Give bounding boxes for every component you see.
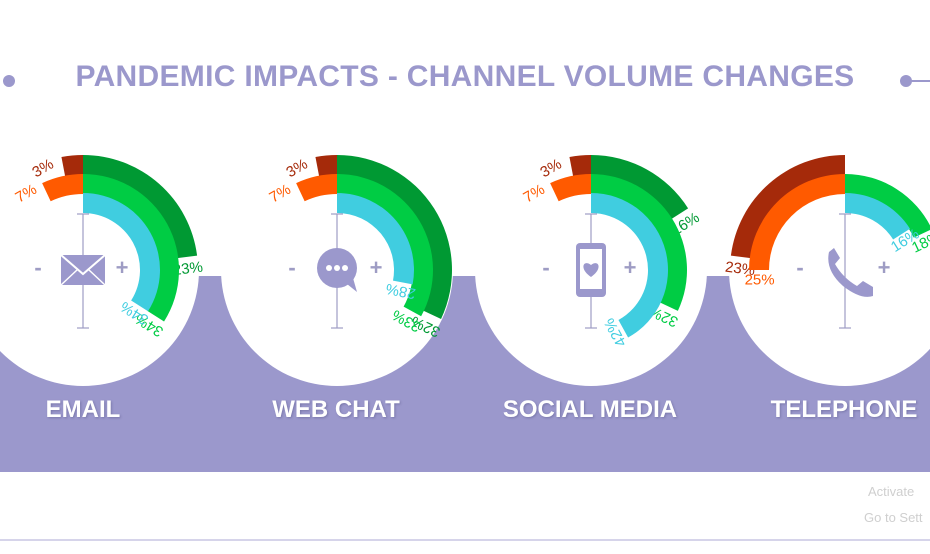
channel-label-email: EMAIL	[45, 396, 121, 423]
channel-label-web-chat: WEB CHAT	[272, 396, 400, 423]
email-increased-slightly-arc	[83, 174, 179, 322]
watermark-line-1: Activate	[868, 484, 915, 499]
email-minus-label: -	[34, 255, 41, 280]
web-chat-plus-label: +	[370, 255, 383, 280]
social-media-no-change-arc	[591, 193, 668, 338]
watermark-line-2: Go to Sett	[864, 510, 923, 525]
channel-label-telephone: TELEPHONE	[770, 396, 918, 423]
envelope-seams	[60, 269, 106, 286]
email-increased-greatly-label: 23%	[172, 259, 204, 280]
channel-label-social-media: SOCIAL MEDIA	[502, 396, 678, 423]
legend-no-change-label: NO CHANGE	[415, 485, 513, 502]
telephone-decreased-greatly-arc	[730, 155, 845, 259]
envelope-body	[61, 255, 105, 285]
social-media-decreased-slightly-arc	[550, 174, 591, 202]
legend-increased-slightly-label: INCREASED SLIGHTLY	[586, 485, 764, 502]
chat-dot-1	[334, 265, 340, 271]
envelope-flap	[60, 254, 106, 276]
web-chat-no-change-label: 28%	[384, 280, 417, 302]
title-ornament-left	[3, 75, 15, 87]
chat-bubble-tail	[347, 278, 357, 292]
email-no-change-arc	[83, 193, 160, 312]
page-title: PANDEMIC IMPACTS - CHANNEL VOLUME CHANGE…	[75, 60, 855, 93]
social-media-increased-greatly-arc	[591, 155, 689, 220]
web-chat-decreased-slightly-arc	[296, 174, 337, 202]
social-media-increased-slightly-arc	[591, 174, 687, 311]
web-chat-no-change-arc	[337, 193, 414, 285]
legend-no-change: NO CHANGE	[360, 476, 568, 512]
email-decreased-slightly-arc	[42, 174, 83, 202]
legend-decreased-slightly: DECREASED SLIGHTLY	[149, 476, 357, 512]
web-chat-minus-label: -	[288, 255, 295, 280]
legend-increased-slightly: INCREASED SLIGHTLY	[571, 476, 779, 512]
legend-decreased-greatly: EASED GREATLY	[0, 476, 146, 512]
email-increased-greatly-arc	[83, 155, 198, 259]
legend-decreased-slightly-label: DECREASED SLIGHTLY	[161, 485, 345, 502]
telephone-decreased-slightly-arc	[749, 174, 845, 270]
chat-dot-2	[342, 265, 348, 271]
legend-increased-greatly: INCREASED GRE	[782, 476, 930, 512]
social-media-minus-label: -	[542, 255, 549, 280]
web-chat-increased-greatly-arc	[337, 155, 452, 319]
email-decreased-greatly-arc	[61, 155, 83, 177]
social-media-plus-label: +	[624, 255, 637, 280]
telephone-handset	[828, 248, 873, 297]
web-chat-increased-slightly-arc	[337, 174, 433, 317]
legend-increased-greatly-label: INCREASED GRE	[796, 485, 930, 502]
telephone-plus-label: +	[878, 255, 891, 280]
phone-icon	[828, 248, 873, 297]
social-media-decreased-greatly-arc	[569, 155, 591, 177]
envelope-icon	[60, 254, 106, 286]
heart-shape	[583, 263, 599, 277]
chat-dot-0	[326, 265, 332, 271]
telephone-no-change-arc	[845, 193, 911, 240]
legend-decreased-greatly-label: EASED GREATLY	[6, 485, 140, 502]
web-chat-decreased-greatly-arc	[315, 155, 337, 177]
telephone-decreased-greatly-label: 23%	[724, 259, 756, 280]
telephone-minus-label: -	[796, 255, 803, 280]
email-plus-label: +	[116, 255, 129, 280]
chat-bubble-icon	[317, 248, 357, 292]
telephone-decreased-slightly-label: 25%	[745, 271, 775, 288]
smartphone-heart-icon	[576, 243, 606, 297]
